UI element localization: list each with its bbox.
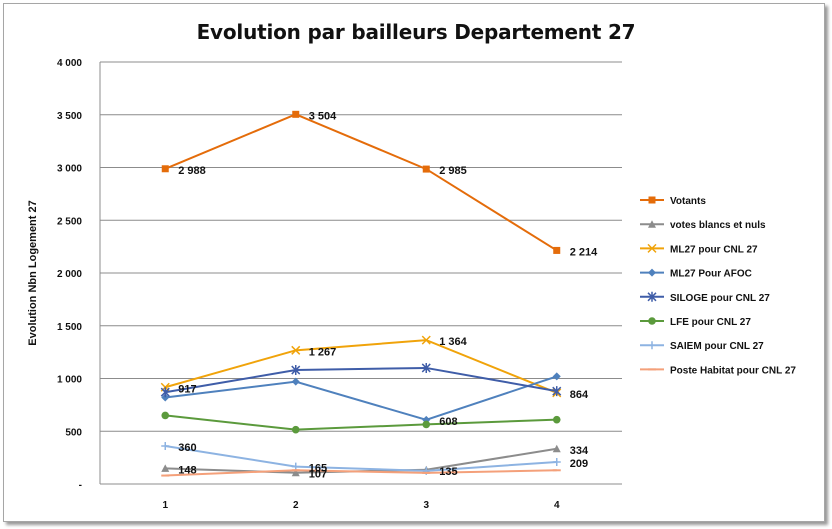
data-point-marker xyxy=(161,442,170,451)
data-label: 3 504 xyxy=(309,110,337,122)
legend-entry: SAIEM pour CNL 27 xyxy=(640,341,764,352)
data-point-marker xyxy=(552,415,561,424)
legend-label: LFE pour CNL 27 xyxy=(670,317,751,328)
data-label: 334 xyxy=(570,445,589,457)
data-label: 165 xyxy=(309,463,327,475)
chart-title: Evolution par bailleurs Departement 27 xyxy=(196,20,636,44)
x-tick-label: 4 xyxy=(554,500,560,511)
x-tick-label: 1 xyxy=(162,500,168,511)
legend-label: SILOGE pour CNL 27 xyxy=(670,293,770,304)
series-line xyxy=(164,113,558,252)
y-tick-label: 3 500 xyxy=(57,111,82,122)
data-point-marker xyxy=(292,110,300,118)
data-point-marker xyxy=(291,377,300,386)
legend-label: Poste Habitat pour CNL 27 xyxy=(670,365,796,376)
data-point-marker xyxy=(648,196,656,204)
series-ml27-pour-afoc xyxy=(161,372,561,424)
y-tick-label: 1 000 xyxy=(57,375,82,386)
data-label: 1 267 xyxy=(309,346,337,358)
series-lines xyxy=(160,110,562,477)
data-point-marker xyxy=(291,425,300,434)
legend-entry: LFE pour CNL 27 xyxy=(640,317,751,328)
data-label: 148 xyxy=(178,464,196,476)
data-point-marker xyxy=(647,291,657,302)
legend-entry: votes blancs et nuls xyxy=(640,220,766,231)
y-axis-ticks: - 500 1 000 1 500 2 000 2 500 3 000 3 500 4 000 xyxy=(57,58,82,491)
series-votants xyxy=(161,110,561,254)
legend-label: Votants xyxy=(670,196,706,207)
data-point-marker xyxy=(648,317,656,325)
data-point-marker xyxy=(161,393,170,402)
data-point-marker xyxy=(552,457,561,466)
data-point-marker xyxy=(648,220,656,228)
legend-entry: Votants xyxy=(640,196,706,207)
data-point-marker xyxy=(160,387,170,398)
series-siloge-pour-cnl-27 xyxy=(160,362,562,398)
data-label: 360 xyxy=(178,442,196,454)
series-line xyxy=(165,414,557,431)
legend-label: ML27 Pour AFOC xyxy=(670,269,752,280)
data-point-marker xyxy=(552,386,562,397)
data-label: 135 xyxy=(439,466,457,478)
data-point-marker xyxy=(648,268,656,277)
y-tick-label: - xyxy=(79,480,82,491)
data-label: 209 xyxy=(570,458,588,470)
x-tick-label: 3 xyxy=(423,500,429,511)
series-line xyxy=(165,469,557,477)
data-point-marker xyxy=(422,420,431,429)
data-point-marker xyxy=(553,246,561,254)
data-label: 608 xyxy=(439,416,457,428)
data-label: 917 xyxy=(178,383,196,395)
data-point-marker xyxy=(647,243,657,253)
series-lfe-pour-cnl-27 xyxy=(161,411,561,434)
data-point-marker xyxy=(161,464,170,472)
data-label: 2 214 xyxy=(570,246,598,258)
x-tick-label: 2 xyxy=(293,500,299,511)
y-tick-label: 2 000 xyxy=(57,269,82,280)
chart-frame xyxy=(3,3,825,522)
data-point-marker xyxy=(422,165,430,173)
y-axis-label: Evolution Nbn Logement 27 xyxy=(27,200,39,345)
series-line xyxy=(164,339,558,394)
data-point-marker xyxy=(648,341,656,350)
legend-entry: SILOGE pour CNL 27 xyxy=(640,291,770,304)
series-ml27-pour-cnl-27 xyxy=(160,335,562,398)
data-point-marker xyxy=(161,165,169,173)
legend-entry: ML27 pour CNL 27 xyxy=(640,243,758,255)
data-label: 107 xyxy=(309,469,327,481)
data-point-marker xyxy=(291,468,300,477)
data-point-marker xyxy=(291,345,301,355)
series-poste-habitat-pour-cnl-27 xyxy=(161,469,561,477)
data-labels: 2 988 3 504 2 985 2 214 148 107 135 334 917 1 267… xyxy=(178,110,598,480)
gridlines xyxy=(99,61,622,485)
data-point-marker xyxy=(552,444,561,453)
y-tick-label: 1 500 xyxy=(57,322,82,333)
y-tick-label: 4 000 xyxy=(57,58,82,69)
legend-entry: ML27 Pour AFOC xyxy=(640,268,752,280)
legend-entry: Poste Habitat pour CNL 27 xyxy=(640,365,796,376)
y-tick-label: 500 xyxy=(65,427,82,438)
series-line xyxy=(165,366,557,394)
series-line xyxy=(165,445,557,472)
data-point-marker xyxy=(291,365,301,376)
data-label: 864 xyxy=(570,389,589,401)
data-point-marker xyxy=(421,362,431,373)
y-tick-label: 2 500 xyxy=(57,216,82,227)
y-tick-label: 3 000 xyxy=(57,164,82,175)
data-label: 1 364 xyxy=(439,336,467,348)
series-line xyxy=(165,375,558,421)
legend-label: ML27 pour CNL 27 xyxy=(670,244,758,255)
legend-label: SAIEM pour CNL 27 xyxy=(670,341,764,352)
x-axis-ticks: 1 2 3 4 xyxy=(162,500,560,511)
data-point-marker xyxy=(161,411,170,420)
data-label: 2 988 xyxy=(178,165,206,177)
data-point-marker xyxy=(421,335,431,345)
data-label: 2 985 xyxy=(439,165,467,177)
data-point-marker xyxy=(552,372,561,381)
legend-label: votes blancs et nuls xyxy=(670,220,766,231)
data-point-marker xyxy=(291,462,300,471)
legend: Votants votes blancs et nuls ML27 pour CNL… xyxy=(640,196,796,376)
